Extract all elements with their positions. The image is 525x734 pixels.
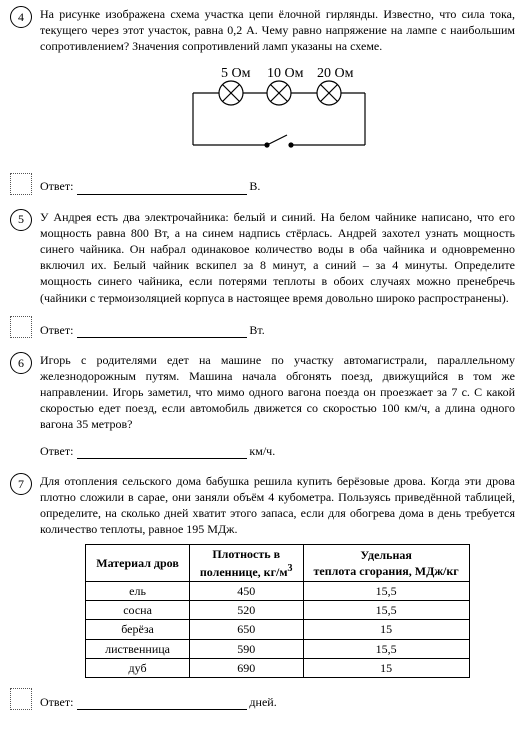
score-box [10, 688, 32, 710]
table-cell: 520 [189, 601, 303, 620]
wood-table: Материал дров Плотность вполеннице, кг/м… [85, 544, 469, 678]
table-cell: 450 [189, 581, 303, 600]
answer-label: Ответ: [40, 443, 73, 459]
problem-7: 7 Для отопления сельского дома бабушка р… [10, 473, 515, 710]
question-number: 4 [10, 6, 32, 28]
table-cell: 15 [303, 620, 469, 639]
answer-row: Ответ: дней. [40, 688, 515, 710]
table-cell: сосна [86, 601, 190, 620]
table-cell: берёза [86, 620, 190, 639]
circuit-diagram: 5 Ом 10 Ом 20 Ом [40, 63, 515, 163]
table-row: берёза65015 [86, 620, 469, 639]
answer-label: Ответ: [40, 322, 73, 338]
table-cell: дуб [86, 658, 190, 677]
table-cell: 590 [189, 639, 303, 658]
score-box [10, 173, 32, 195]
col-density: Плотность вполеннице, кг/м3 [189, 544, 303, 581]
answer-row: Ответ: В. [40, 173, 515, 195]
question-number: 7 [10, 473, 32, 495]
question-number: 6 [10, 352, 32, 374]
answer-blank[interactable] [77, 181, 247, 195]
score-box [10, 316, 32, 338]
problem-content: Игорь с родителями едет на машине по уча… [40, 352, 515, 459]
problem-text: Для отопления сельского дома бабушка реш… [40, 473, 515, 538]
table-row: лиственница59015,5 [86, 639, 469, 658]
problem-text: На рисунке изображена схема участка цепи… [40, 6, 515, 55]
problem-content: У Андрея есть два электрочайника: белый … [40, 209, 515, 338]
left-col: 7 [10, 473, 40, 710]
table-cell: 15 [303, 658, 469, 677]
left-col: 6 [10, 352, 40, 459]
left-col: 4 [10, 6, 40, 195]
answer-unit: км/ч. [249, 443, 275, 459]
table-cell: 15,5 [303, 639, 469, 658]
problem-6: 6 Игорь с родителями едет на машине по у… [10, 352, 515, 459]
col-heat: Удельнаятеплота сгорания, МДж/кг [303, 544, 469, 581]
table-row: дуб69015 [86, 658, 469, 677]
problem-text: Игорь с родителями едет на машине по уча… [40, 352, 515, 433]
table-cell: 690 [189, 658, 303, 677]
problem-content: Для отопления сельского дома бабушка реш… [40, 473, 515, 710]
table-cell: лиственница [86, 639, 190, 658]
problem-content: На рисунке изображена схема участка цепи… [40, 6, 515, 195]
answer-unit: В. [249, 178, 260, 194]
table-header-row: Материал дров Плотность вполеннице, кг/м… [86, 544, 469, 581]
table-cell: 15,5 [303, 601, 469, 620]
answer-row: Ответ: Вт. [40, 316, 515, 338]
answer-label: Ответ: [40, 694, 73, 710]
r-label-2: 10 Ом [267, 66, 304, 81]
r-label-3: 20 Ом [317, 66, 354, 81]
answer-label: Ответ: [40, 178, 73, 194]
table-row: сосна52015,5 [86, 601, 469, 620]
table-row: ель45015,5 [86, 581, 469, 600]
table-cell: 15,5 [303, 581, 469, 600]
answer-blank[interactable] [77, 324, 247, 338]
answer-blank[interactable] [77, 696, 247, 710]
answer-blank[interactable] [77, 445, 247, 459]
question-number: 5 [10, 209, 32, 231]
table-cell: 650 [189, 620, 303, 639]
table-cell: ель [86, 581, 190, 600]
answer-unit: Вт. [249, 322, 264, 338]
answer-row: Ответ: км/ч. [40, 443, 515, 459]
problem-text: У Андрея есть два электрочайника: белый … [40, 209, 515, 306]
col-material: Материал дров [86, 544, 190, 581]
problem-5: 5 У Андрея есть два электрочайника: белы… [10, 209, 515, 338]
problem-4: 4 На рисунке изображена схема участка це… [10, 6, 515, 195]
answer-unit: дней. [249, 694, 276, 710]
r-label-1: 5 Ом [221, 66, 251, 81]
